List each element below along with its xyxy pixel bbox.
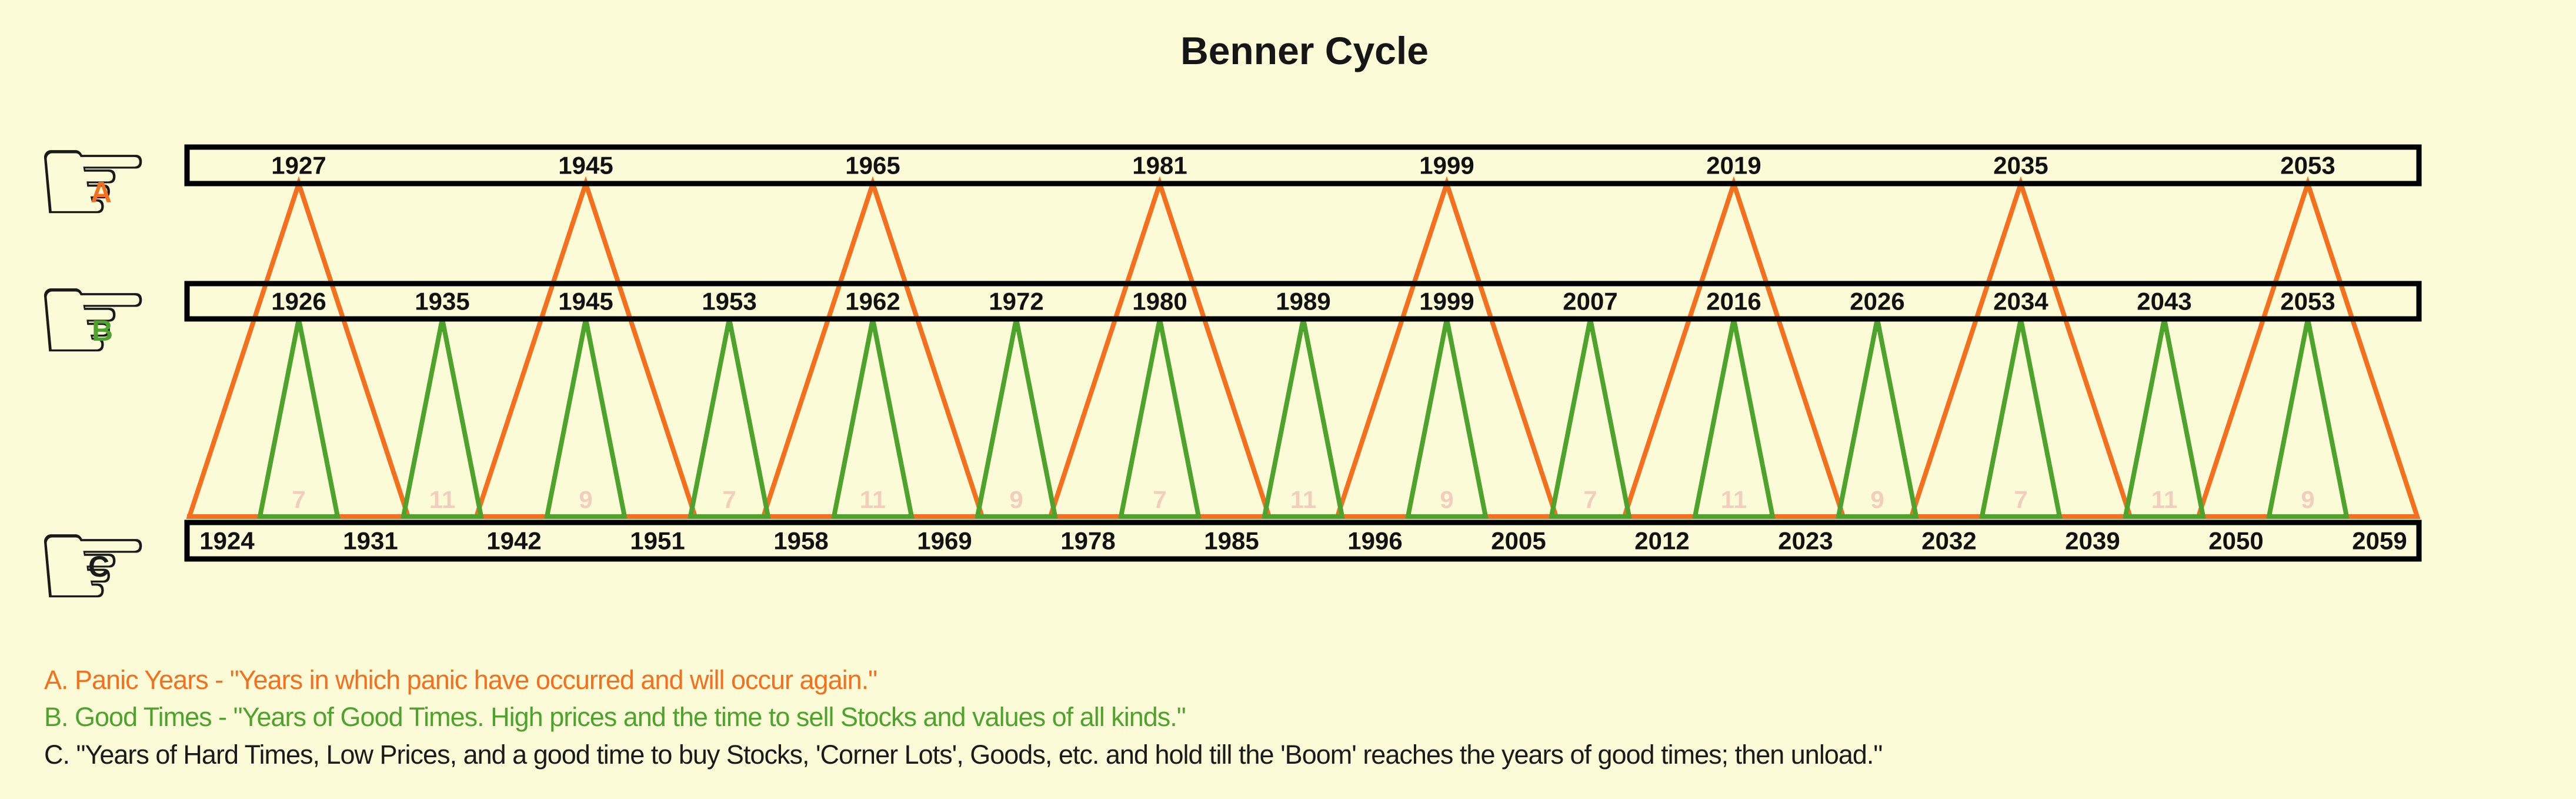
interval-label: 9: [1870, 486, 1884, 514]
good-times-triangle: [401, 318, 484, 519]
hard-times-year-label: 1996: [1347, 527, 1402, 555]
panic-year-label: 2019: [1706, 152, 1761, 179]
panic-cycle-triangle: [2195, 176, 2421, 519]
pointing-hand-icon: ☞: [32, 487, 154, 644]
pointing-hand-icon: ☞: [32, 241, 154, 398]
hard-times-year-label: 1985: [1204, 527, 1259, 555]
hard-times-year-label: 2023: [1778, 527, 1833, 555]
legend-panic-years: A. Panic Years - "Years in which panic h…: [44, 665, 877, 695]
good-times-triangle: [2123, 318, 2206, 519]
interval-label: 11: [2151, 486, 2177, 514]
panic-year-label: 1965: [845, 152, 900, 179]
hard-times-year-label: 2050: [2208, 527, 2263, 555]
interval-label: 9: [2301, 486, 2314, 514]
good-times-year-label: 2034: [1993, 288, 2048, 315]
panic-cycle-triangle: [473, 176, 699, 519]
good-times-triangle: [975, 318, 1058, 519]
good-times-year-label: 1980: [1132, 288, 1187, 315]
good-times-triangle: [1405, 318, 1489, 519]
interval-label: 9: [1440, 486, 1453, 514]
panic-cycle-triangle: [1908, 176, 2134, 519]
good-times-year-label: 2026: [1850, 288, 1904, 315]
good-times-year-label: 1999: [1419, 288, 1474, 315]
good-times-year-label: 2016: [1706, 288, 1761, 315]
hard-times-year-label: 1951: [630, 527, 685, 555]
hard-times-year-label: 1931: [343, 527, 398, 555]
good-times-triangle: [1549, 318, 1632, 519]
timeline-box-a: [184, 144, 2422, 187]
panic-cycle-triangle: [1047, 176, 1273, 519]
hard-times-year-label: 2032: [1921, 527, 1976, 555]
interval-label: 9: [1009, 486, 1023, 514]
hard-times-year-label: 1958: [773, 527, 828, 555]
good-times-triangle: [688, 318, 771, 519]
page-title: Benner Cycle: [1180, 29, 1429, 72]
interval-label: 11: [429, 486, 455, 514]
hard-times-year-label: 2012: [1634, 527, 1689, 555]
good-times-triangle: [1979, 318, 2063, 519]
good-times-triangle: [831, 318, 915, 519]
good-times-year-label: 1935: [415, 288, 469, 315]
pointing-hand-icon: ☞: [32, 102, 154, 259]
interval-label: 7: [292, 486, 305, 514]
good-times-triangle: [2266, 318, 2350, 519]
good-times-year-label: 1953: [702, 288, 756, 315]
hard-times-year-label: 2005: [1491, 527, 1546, 555]
panic-cycle-triangle: [1334, 176, 1560, 519]
hard-times-year-label: 1969: [917, 527, 972, 555]
good-times-year-label: 1989: [1276, 288, 1330, 315]
legend-good-times: B. Good Times - "Years of Good Times. Hi…: [44, 702, 1186, 732]
interval-label: 11: [1290, 486, 1316, 514]
good-times-year-label: 2053: [2280, 288, 2335, 315]
panic-year-label: 1981: [1132, 152, 1187, 179]
hard-times-year-label: 1942: [486, 527, 541, 555]
good-times-triangle: [544, 318, 628, 519]
timeline-box-b: [184, 281, 2422, 322]
panic-cycle-triangle: [186, 176, 412, 519]
good-times-year-label: 1972: [989, 288, 1043, 315]
hard-times-year-label: 1924: [199, 527, 255, 555]
good-times-year-label: 2007: [1563, 288, 1617, 315]
good-times-triangle: [1836, 318, 1919, 519]
row-c-label: C: [88, 550, 110, 583]
interval-label: 7: [722, 486, 736, 514]
panic-cycle-triangle: [760, 176, 986, 519]
panic-cycle-triangle: [1621, 176, 1847, 519]
good-times-triangle: [1262, 318, 1345, 519]
good-times-year-label: 2043: [2137, 288, 2191, 315]
interval-label: 9: [579, 486, 592, 514]
panic-year-label: 2053: [2280, 152, 2335, 179]
interval-label: 11: [1721, 486, 1747, 514]
good-times-year-label: 1945: [558, 288, 613, 315]
good-times-triangle: [1118, 318, 1202, 519]
good-times-year-label: 1962: [845, 288, 900, 315]
interval-label: 7: [2014, 486, 2027, 514]
hard-times-year-label: 2059: [2352, 527, 2407, 555]
row-b-label: B: [91, 314, 114, 347]
interval-label: 7: [1153, 486, 1166, 514]
good-times-triangle: [1692, 318, 1776, 519]
good-times-triangle: [257, 318, 341, 519]
legend-hard-times: C. "Years of Hard Times, Low Prices, and…: [44, 740, 1883, 770]
timeline-box-c: [184, 520, 2422, 562]
interval-label: 11: [860, 486, 886, 514]
row-a-label: A: [90, 176, 112, 209]
panic-year-label: 1927: [271, 152, 326, 179]
panic-year-label: 1999: [1419, 152, 1474, 179]
panic-year-label: 2035: [1993, 152, 2048, 179]
hard-times-year-label: 1978: [1060, 527, 1115, 555]
hard-times-year-label: 2039: [2065, 527, 2120, 555]
good-times-year-label: 1926: [271, 288, 326, 315]
interval-label: 7: [1583, 486, 1597, 514]
panic-year-label: 1945: [558, 152, 613, 179]
